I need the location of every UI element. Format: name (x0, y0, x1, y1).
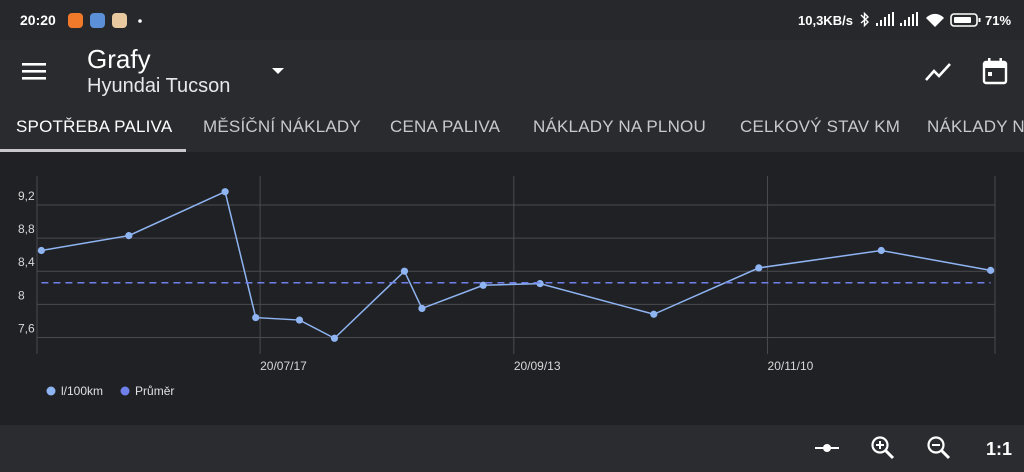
data-point (330, 334, 339, 342)
chart: 7,6 8 8,4 8,8 9,2 20/07/17 20/09/13 20/11/10 l/1… (18, 176, 996, 398)
data-point (987, 266, 995, 274)
legend-label: l/100km (61, 384, 103, 398)
app-title: Grafy (87, 44, 151, 74)
zoom-out-button[interactable] (926, 435, 952, 461)
battery-level: 71% (985, 13, 1012, 28)
tab[interactable]: NÁKLADY N (927, 117, 1024, 136)
data-point (295, 316, 304, 324)
bottom-toolbar: 1:1 (0, 425, 1024, 472)
data-point (479, 281, 487, 289)
data-point (252, 313, 260, 322)
active-tab-indicator (0, 149, 186, 152)
data-point (221, 188, 229, 196)
clock: 20:20 (20, 12, 56, 28)
tab-bar: SPOTŘEBA PALIVA MĚSÍČNÍ NÁKLADY CENA PAL… (0, 104, 1024, 152)
y-tick-label: 8 (18, 288, 25, 302)
tab[interactable]: CELKOVÝ STAV KM (740, 117, 901, 136)
notification-icons (68, 13, 142, 28)
status-bar: 20:20 10,3KB/s 71% (0, 0, 1024, 40)
vehicle-name[interactable]: Hyundai Tucson (87, 75, 231, 97)
app-bar: Grafy Hyundai Tucson (0, 40, 1024, 104)
y-tick-label: 8,4 (18, 255, 35, 269)
y-tick-label: 7,6 (18, 321, 35, 335)
data-point (755, 264, 763, 272)
system-icons (860, 11, 944, 28)
data-point (536, 280, 544, 288)
legend-marker (46, 386, 56, 396)
x-tick-label: 20/11/10 (768, 359, 814, 373)
menu-button[interactable] (22, 61, 46, 81)
date-range-button[interactable] (982, 57, 1008, 85)
y-tick-label: 9,2 (18, 189, 35, 203)
x-tick-label: 20/09/13 (514, 359, 561, 373)
data-point (418, 304, 426, 313)
x-tick-label: 20/07/17 (260, 359, 307, 373)
legend-label: Průměr (135, 384, 174, 398)
data-point (125, 232, 133, 240)
zoom-in-button[interactable] (870, 435, 896, 461)
reset-zoom-button[interactable]: 1:1 (986, 439, 1013, 459)
data-point (37, 246, 45, 255)
data-point (400, 267, 409, 275)
chart-type-button[interactable] (924, 60, 952, 84)
pan-button[interactable] (814, 438, 840, 458)
data-line (41, 190, 991, 340)
data-point (877, 246, 885, 255)
legend-marker (120, 386, 130, 396)
battery-icon (950, 13, 981, 27)
tab[interactable]: SPOTŘEBA PALIVA (16, 117, 173, 136)
data-point (650, 310, 658, 318)
tab[interactable]: NÁKLADY NA PLNOU (533, 117, 706, 136)
vehicle-dropdown[interactable] (271, 66, 285, 76)
tab[interactable]: CENA PALIVA (390, 117, 501, 136)
network-speed: 10,3KB/s (798, 13, 853, 28)
tab[interactable]: MĚSÍČNÍ NÁKLADY (203, 117, 361, 136)
y-tick-label: 8,8 (18, 222, 35, 236)
